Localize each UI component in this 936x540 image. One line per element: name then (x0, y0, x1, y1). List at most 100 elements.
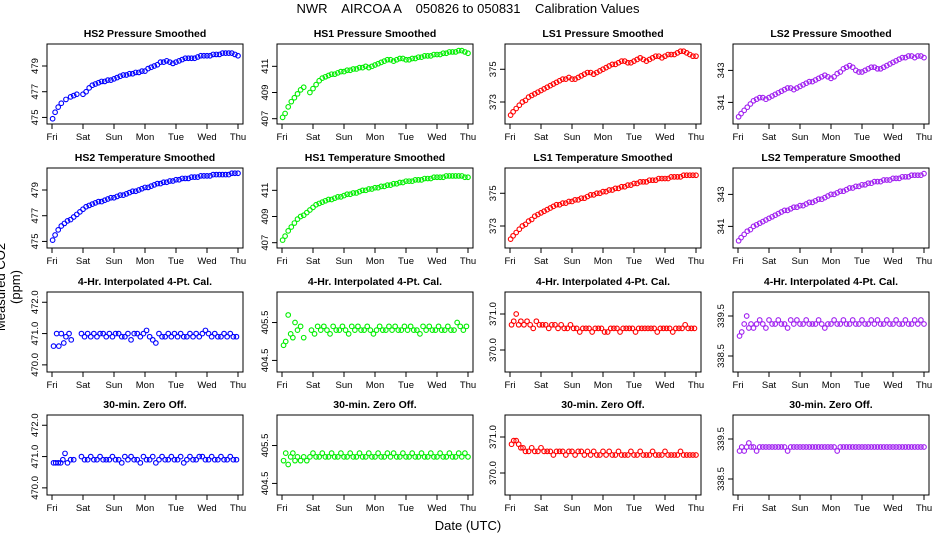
data-point (874, 65, 881, 72)
data-point (378, 454, 385, 460)
data-point (146, 456, 153, 463)
data-point (92, 200, 99, 206)
data-point (828, 75, 834, 82)
data-point (744, 104, 751, 111)
x-tick-label: Tue (168, 380, 184, 391)
data-point (177, 453, 184, 460)
data-point (887, 321, 893, 327)
panel-15: 30-min. Zero Off. Fri Sat Sun Mon Tue Wed Thu 37… (488, 399, 704, 514)
data-point (567, 321, 574, 328)
y-tick-label: 370.0 (488, 338, 499, 362)
data-point (347, 191, 354, 198)
data-point (300, 454, 307, 460)
x-tick-label: Mon (366, 256, 384, 267)
data-point (112, 330, 119, 337)
data-point (424, 175, 431, 182)
data-point (899, 321, 906, 327)
panel-title: 4-Hr. Interpolated 4-Pt. Cal. (78, 276, 212, 288)
data-point (457, 323, 464, 330)
x-tick-label: Mon (136, 503, 154, 514)
x-tick-label: Fri (46, 132, 57, 143)
data-point (84, 456, 91, 463)
data-point (840, 317, 847, 323)
data-point (914, 172, 921, 179)
data-point (513, 311, 520, 317)
data-point (159, 333, 165, 340)
data-point (414, 327, 420, 333)
y-tick-label: 375 (488, 185, 499, 201)
data-point (790, 321, 797, 327)
data-point (685, 325, 692, 332)
x-tick-label: Sat (76, 132, 91, 143)
data-point (871, 178, 878, 185)
data-point (465, 454, 471, 460)
data-point (407, 323, 414, 330)
data-point (112, 456, 119, 463)
x-tick-label: Mon (822, 256, 840, 267)
data-point (756, 444, 763, 450)
data-point (544, 448, 551, 455)
x-tick-label: Sun (336, 380, 353, 391)
data-point (693, 172, 699, 179)
data-point (868, 317, 875, 323)
data-point (148, 64, 155, 71)
data-point (427, 175, 434, 182)
data-point (624, 452, 631, 458)
data-point (624, 59, 631, 66)
data-point (769, 93, 775, 99)
data-point (104, 77, 111, 83)
data-point (643, 452, 650, 458)
data-point (218, 453, 224, 460)
data-point (375, 450, 381, 456)
data-point (880, 444, 887, 450)
data-point (803, 317, 810, 323)
x-tick-label: Sun (336, 503, 353, 514)
data-point (536, 321, 543, 328)
data-point (738, 234, 744, 241)
data-point (538, 444, 544, 451)
data-point (347, 67, 354, 74)
plot-frame (504, 43, 702, 125)
data-point (153, 340, 159, 346)
data-point (852, 67, 859, 74)
data-point (683, 172, 690, 179)
data-point (772, 321, 779, 327)
data-point (213, 51, 220, 58)
data-point (877, 444, 884, 450)
data-point (421, 454, 428, 460)
data-point (527, 321, 534, 328)
x-tick-label: Thu (460, 132, 476, 143)
data-point (750, 325, 757, 331)
y-tick-label: 471.0 (30, 322, 41, 346)
data-point (584, 448, 591, 455)
data-point (170, 178, 176, 184)
data-point (190, 456, 196, 463)
plot-frame (732, 414, 930, 496)
data-point (846, 185, 853, 191)
data-point (513, 105, 520, 112)
x-tick-label: Thu (230, 256, 246, 267)
data-point (865, 444, 872, 450)
x-tick-label: Sat (306, 380, 321, 391)
data-point (135, 187, 142, 193)
data-point (465, 174, 471, 181)
data-point (899, 54, 906, 61)
data-point (620, 325, 627, 332)
data-point (163, 179, 170, 186)
data-point (282, 450, 289, 456)
data-point (64, 459, 71, 466)
data-point (131, 456, 137, 463)
data-point (160, 59, 167, 65)
plot-frame (46, 167, 244, 249)
data-point (118, 459, 125, 466)
data-point (423, 327, 430, 333)
data-point (800, 444, 806, 450)
data-point (331, 71, 338, 78)
data-point (126, 189, 133, 196)
data-point (659, 175, 665, 182)
y-tick-label: 472.0 (30, 413, 41, 437)
data-point (856, 183, 862, 190)
data-point (353, 190, 360, 196)
data-point (290, 334, 296, 341)
data-point (750, 223, 757, 230)
